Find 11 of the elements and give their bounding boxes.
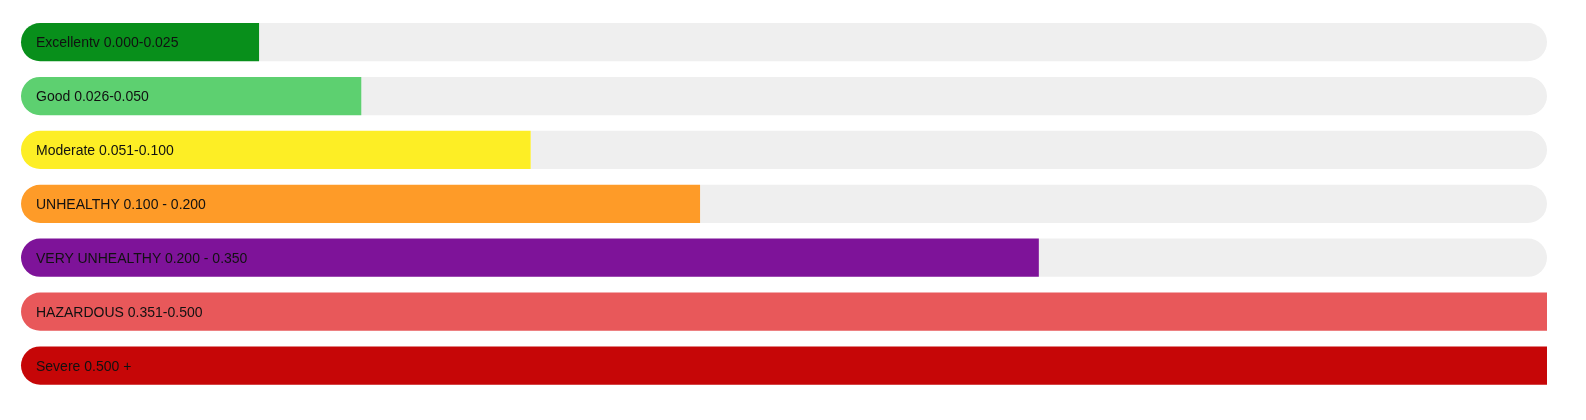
bar [21,23,260,62]
y-tick-label: Moderate 0.051-0.100 [36,141,174,158]
y-tick-label: UNHEALTHY 0.100 - 0.200 [36,195,207,212]
y-tick-label: Severe 0.500 + [36,357,132,374]
y-tick-label: Excellentv 0.000-0.025 [36,34,179,51]
y-tick-label: HAZARDOUS 0.351-0.500 [36,303,203,320]
y-tick-label: VERY UNHEALTHY 0.200 - 0.350 [36,249,248,266]
y-tick-label: Good 0.026-0.050 [36,88,150,105]
bar [21,292,1547,331]
bar [21,76,362,116]
bar [21,346,1547,385]
